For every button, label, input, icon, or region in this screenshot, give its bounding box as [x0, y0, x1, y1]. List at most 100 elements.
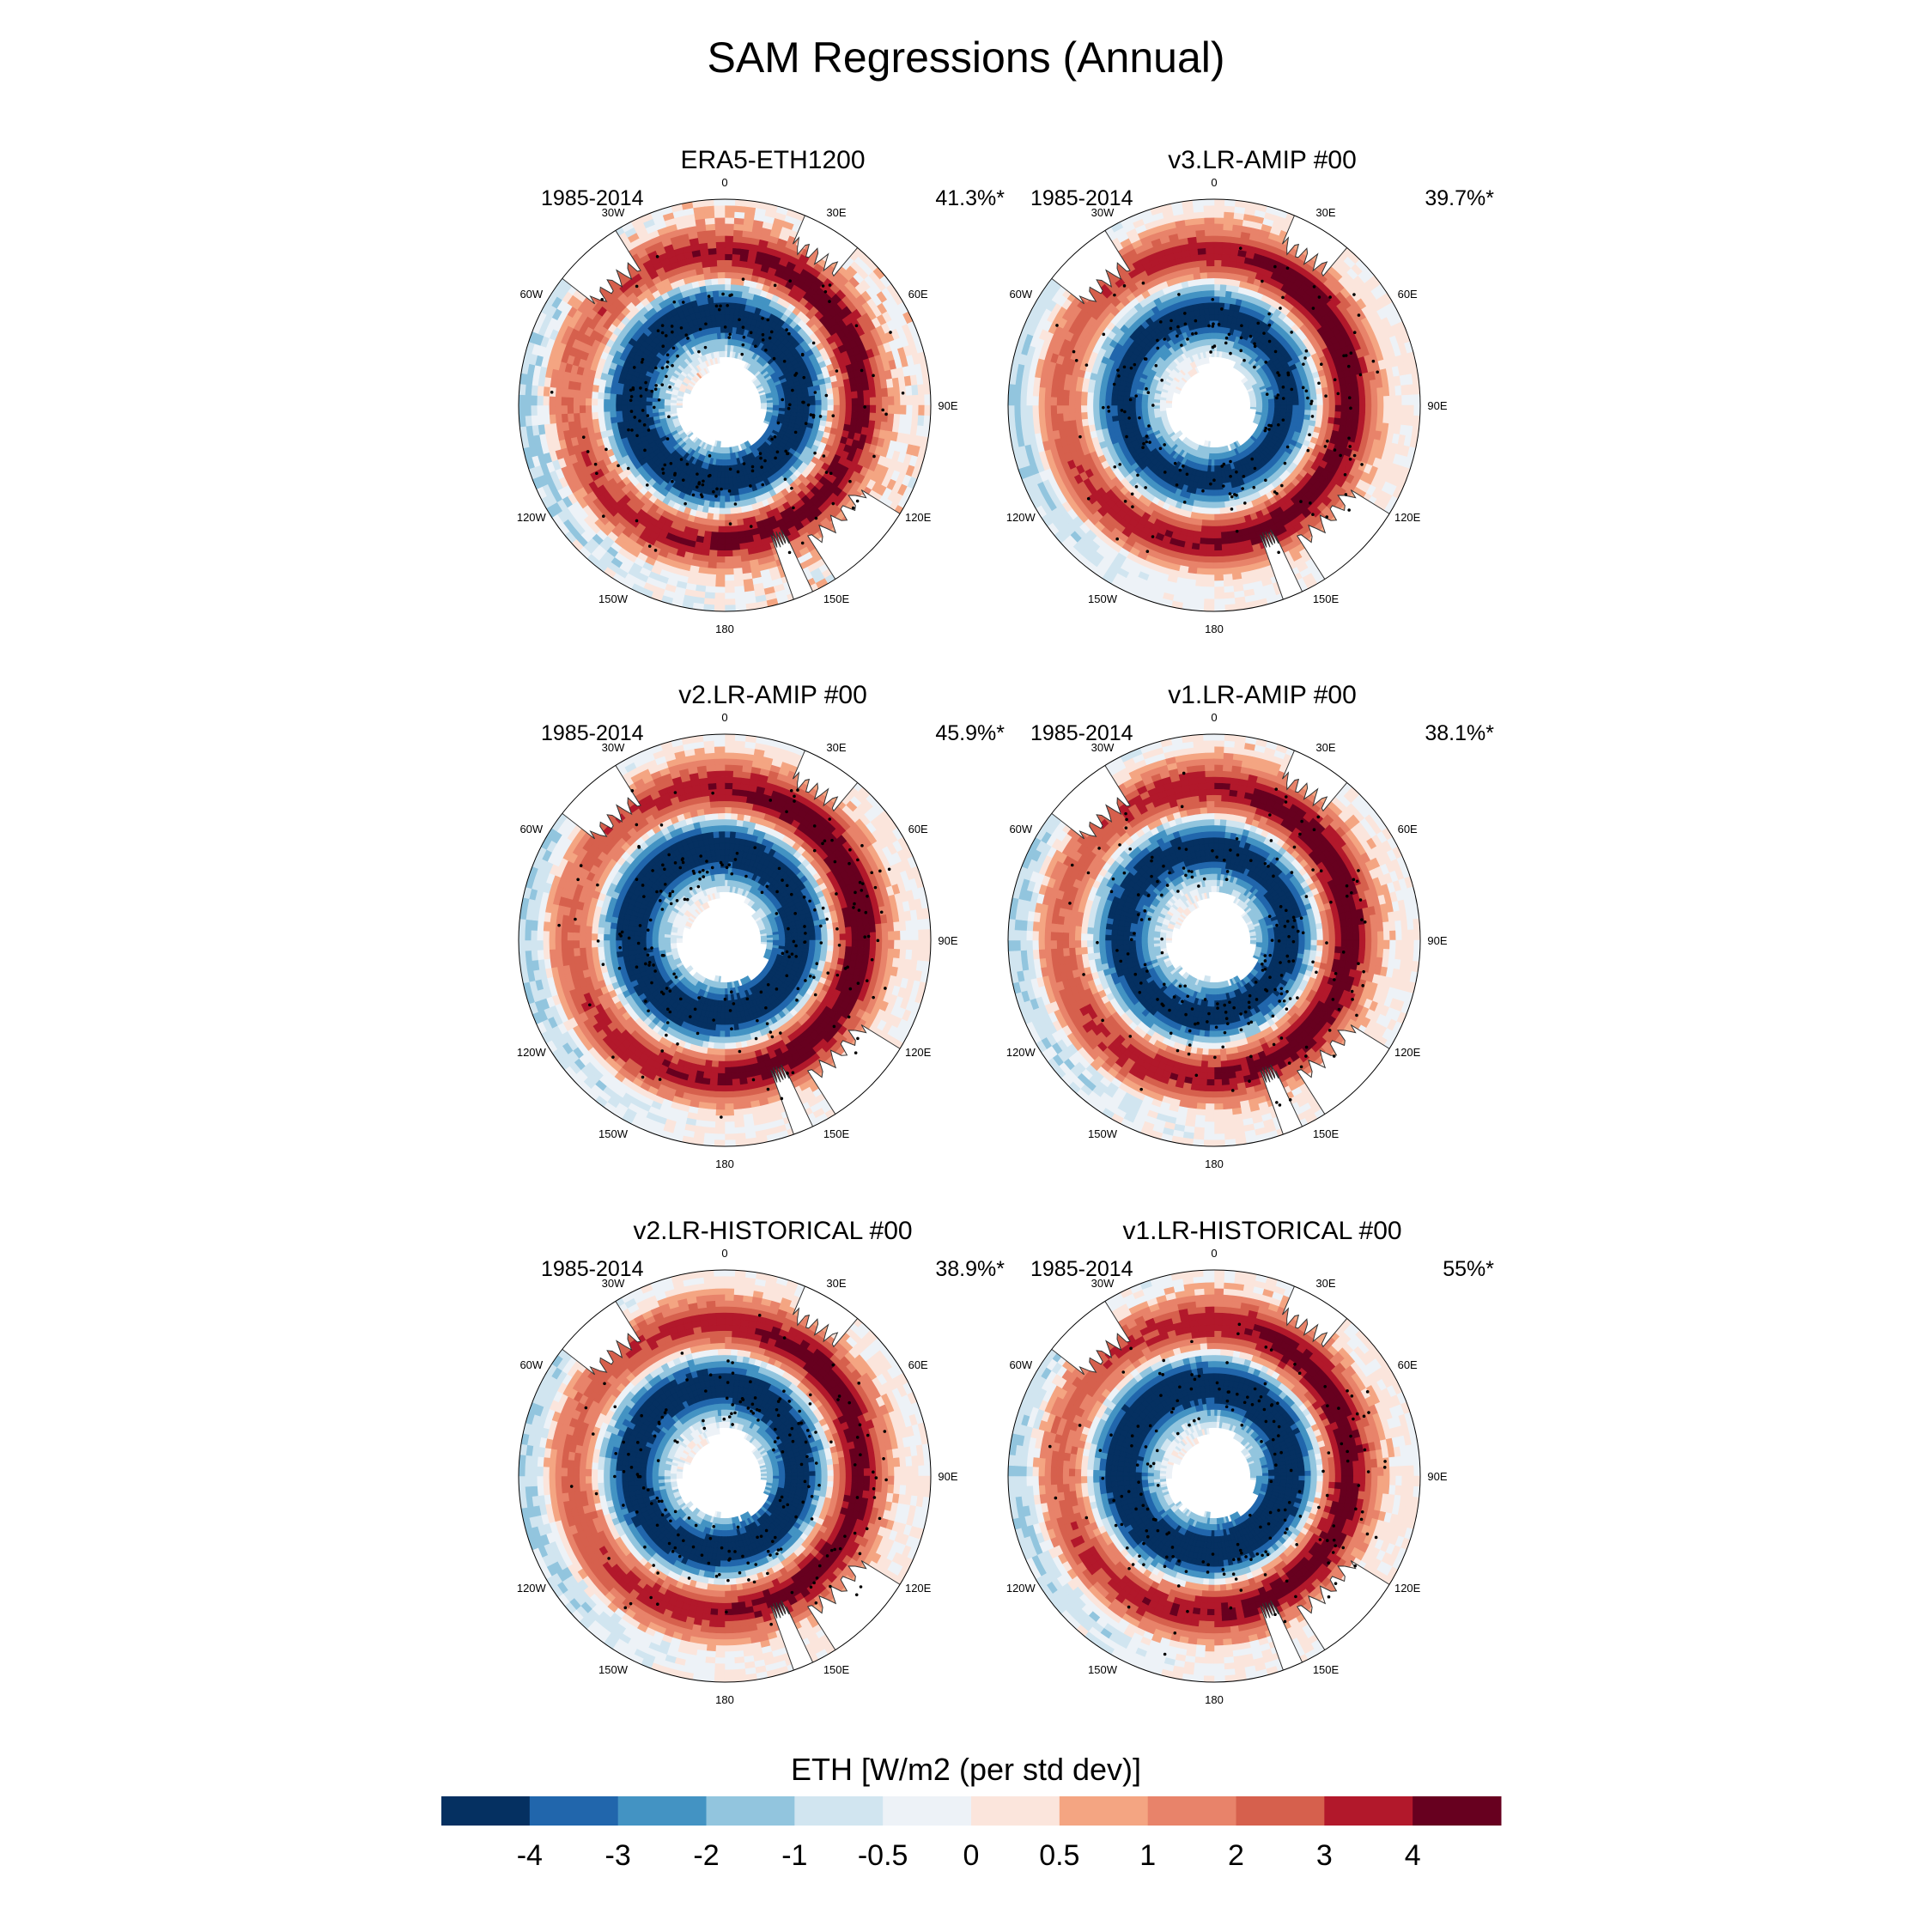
longitude-label: 150W	[1088, 592, 1118, 605]
colorbar-tick-label: 2	[1228, 1839, 1244, 1872]
polar-map: 030E60E90E120E150E180150W120W90W60W30W	[1006, 711, 1448, 1170]
longitude-label: 30W	[1091, 1277, 1115, 1290]
longitude-label: 150W	[598, 1663, 629, 1676]
map-boundary	[1007, 733, 1421, 1147]
longitude-label: 60W	[519, 823, 543, 835]
polar-map: 030E60E90E120E150E180150W120W90W60W30W	[1006, 176, 1448, 635]
map-panel: v1.LR-HISTORICAL #00 1985-2014 55%* 0 30E 60E…	[1005, 1217, 1520, 1749]
eth-field	[1008, 734, 1420, 1146]
colorbar-label: ETH [W/m2 (per std dev)]	[0, 1752, 1932, 1788]
longitude-label: 60E	[1398, 288, 1418, 301]
longitude-label: 90E	[938, 934, 957, 947]
polar-map: 030E60E90E120E150E180150W120W90W60W30W	[1006, 1247, 1448, 1706]
longitude-label: 30E	[1315, 1277, 1335, 1290]
longitude-label: 0	[721, 711, 727, 724]
longitude-label: 180	[1205, 1693, 1224, 1706]
longitude-label: 60E	[908, 1358, 928, 1371]
longitude-label: 180	[715, 1157, 734, 1170]
longitude-label: 60E	[908, 288, 928, 301]
longitude-label: 150E	[1313, 1127, 1340, 1140]
longitude-label: 120W	[1006, 1046, 1036, 1059]
map-boundary	[518, 1269, 932, 1683]
longitude-label: 120E	[905, 1582, 932, 1595]
longitude-label: 90E	[1427, 1470, 1447, 1483]
colorbar-segment	[529, 1796, 619, 1826]
longitude-label: 60W	[519, 1358, 543, 1371]
eth-field	[1008, 1270, 1420, 1682]
longitude-label: 120E	[1394, 1582, 1421, 1595]
longitude-label: 0	[1211, 176, 1217, 189]
polar-map: 030E60E90E120E150E180150W120W90W60W30W	[517, 711, 958, 1170]
longitude-label: 120W	[517, 1582, 547, 1595]
colorbar-segment	[617, 1796, 707, 1826]
longitude-label: 0	[1211, 711, 1217, 724]
panel-title: v2.LR-AMIP #00	[515, 681, 1030, 710]
map-boundary	[518, 198, 932, 612]
longitude-label: 180	[715, 623, 734, 635]
map-panel: v2.LR-HISTORICAL #00 1985-2014 38.9%* 0 30E 6…	[515, 1217, 1030, 1749]
longitude-label: 180	[1205, 623, 1224, 635]
colorbar-segment	[441, 1796, 531, 1826]
colorbar-tick-label: -2	[693, 1839, 719, 1872]
colorbar-segment	[1236, 1796, 1325, 1826]
longitude-label: 150E	[1313, 1663, 1340, 1676]
longitude-label: 30W	[602, 206, 625, 219]
polar-map: 030E60E90E120E150E180150W120W90W60W30W	[517, 1247, 958, 1706]
longitude-label: 90E	[1427, 399, 1447, 412]
eth-field	[519, 199, 931, 611]
colorbar-segment	[883, 1796, 972, 1826]
panel-period: 1985-2014	[1030, 186, 1133, 211]
longitude-label: 90E	[938, 399, 957, 412]
longitude-label: 120W	[1006, 1582, 1036, 1595]
panel-period: 1985-2014	[541, 1257, 644, 1282]
longitude-label: 180	[1205, 1157, 1224, 1170]
longitude-label: 120W	[517, 511, 547, 524]
longitude-label: 30E	[826, 1277, 846, 1290]
panel-period: 1985-2014	[1030, 1257, 1133, 1282]
colorbar-segment	[1413, 1796, 1502, 1826]
panel-variance-percent: 39.7%*	[1425, 186, 1494, 211]
longitude-label: 150W	[598, 1127, 629, 1140]
longitude-label: 30E	[1315, 206, 1335, 219]
longitude-label: 90E	[938, 1470, 957, 1483]
longitude-label: 30E	[1315, 741, 1335, 754]
colorbar-segment	[1147, 1796, 1236, 1826]
longitude-label: 0	[721, 176, 727, 189]
panel-period: 1985-2014	[541, 721, 644, 746]
colorbar-tick-label: 3	[1316, 1839, 1333, 1872]
colorbar-tick-label: 0.5	[1039, 1839, 1079, 1872]
colorbar-tick-label: 0	[963, 1839, 980, 1872]
longitude-label: 30E	[826, 741, 846, 754]
longitude-label: 60W	[1009, 823, 1032, 835]
longitude-label: 150E	[823, 592, 850, 605]
longitude-label: 150W	[1088, 1127, 1118, 1140]
longitude-label: 180	[715, 1693, 734, 1706]
panel-variance-percent: 38.1%*	[1425, 721, 1494, 746]
colorbar-tick-label: -1	[781, 1839, 807, 1872]
longitude-label: 150W	[1088, 1663, 1118, 1676]
longitude-label: 120E	[1394, 511, 1421, 524]
figure-title: SAM Regressions (Annual)	[0, 33, 1932, 82]
colorbar-segment	[706, 1796, 795, 1826]
longitude-label: 150E	[1313, 592, 1340, 605]
longitude-label: 120E	[905, 511, 932, 524]
longitude-label: 150W	[598, 592, 629, 605]
colorbar-tick-label: 4	[1405, 1839, 1421, 1872]
map-panel: v2.LR-AMIP #00 1985-2014 45.9%* 0 30E 60E 90E 1…	[515, 681, 1030, 1213]
longitude-label: 30W	[602, 741, 625, 754]
longitude-label: 60E	[1398, 823, 1418, 835]
panel-variance-percent: 38.9%*	[935, 1257, 1005, 1282]
panel-period: 1985-2014	[541, 186, 644, 211]
map-panel: ERA5-ETH1200 1985-2014 41.3%* 0 30E 60E 90E 120…	[515, 146, 1030, 678]
eth-field	[519, 1270, 931, 1682]
longitude-label: 30W	[1091, 206, 1115, 219]
panel-variance-percent: 55%*	[1443, 1257, 1494, 1282]
panel-title: ERA5-ETH1200	[515, 146, 1030, 175]
eth-field	[519, 734, 931, 1146]
map-boundary	[1007, 198, 1421, 612]
longitude-label: 60W	[1009, 288, 1032, 301]
longitude-label: 120W	[517, 1046, 547, 1059]
map-boundary	[1007, 1269, 1421, 1683]
colorbar-tick-label: 1	[1139, 1839, 1156, 1872]
longitude-label: 0	[721, 1247, 727, 1260]
